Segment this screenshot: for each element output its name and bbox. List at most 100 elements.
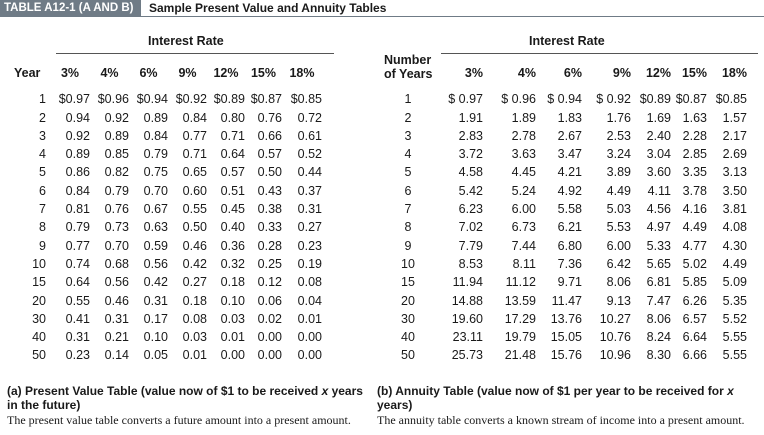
table-row: 40 23.11 19.79 15.05 10.76 8.24 6.64 5.55 (380, 328, 747, 346)
value-cell: 6.26 (682, 293, 707, 308)
table-row: 1 $0.97 $0.96 $0.94 $0.92 $0.89 $0.87 $0.85 (12, 90, 322, 108)
value-cell: 5.53 (606, 220, 631, 235)
value-cell: 0.76 (104, 202, 129, 217)
value-cell: 5.52 (722, 311, 747, 326)
pv-group-rule (56, 53, 334, 54)
table-row: 30 0.41 0.31 0.17 0.08 0.03 0.02 0.01 (12, 310, 322, 328)
value-cell: 6.21 (557, 220, 582, 235)
value-cell: 0.50 (182, 220, 207, 235)
row-label-cell: 20 (401, 293, 415, 308)
value-cell: 4.11 (647, 183, 671, 198)
value-cell: $0.87 (250, 92, 282, 107)
value-cell: 0.10 (220, 293, 245, 308)
value-cell: 7.79 (458, 238, 483, 253)
value-cell: 4.30 (722, 238, 747, 253)
value-cell: 0.61 (297, 128, 322, 143)
value-cell: $0.87 (675, 92, 707, 107)
value-cell: 0.84 (182, 110, 207, 125)
table-row: 15 11.94 11.12 9.71 8.06 6.81 5.85 5.09 (380, 273, 747, 291)
value-cell: $ 0.96 (501, 92, 536, 107)
table-row: 5 4.58 4.45 4.21 3.89 3.60 3.35 3.13 (380, 163, 747, 181)
value-cell: 7.44 (511, 238, 536, 253)
ann-caption: (b) Annuity Table (value now of $1 per y… (377, 384, 762, 427)
value-cell: 6.64 (682, 330, 707, 345)
value-cell: 3.47 (557, 147, 582, 162)
value-cell: 0.92 (104, 110, 129, 125)
value-cell: 23.11 (452, 330, 483, 345)
value-cell: 0.55 (182, 202, 207, 217)
row-label-cell: 4 (404, 147, 412, 162)
table-row: 8 0.79 0.73 0.63 0.50 0.40 0.33 0.27 (12, 218, 322, 236)
table-row: 50 25.73 21.48 15.76 10.96 8.30 6.66 5.55 (380, 346, 747, 364)
value-cell: 5.24 (511, 183, 536, 198)
row-label-cell: 2 (404, 110, 412, 125)
pv-rate-header: 18% (289, 66, 315, 80)
pv-rate-header: 4% (100, 66, 119, 80)
value-cell: 17.29 (504, 311, 536, 326)
ann-number-header: Number of Years (384, 53, 433, 81)
value-cell: 25.73 (451, 348, 483, 363)
value-cell: 5.02 (682, 256, 707, 271)
value-cell: 4.97 (646, 220, 671, 235)
value-cell: 8.11 (512, 256, 536, 271)
value-cell: 0.57 (257, 147, 282, 162)
value-cell: 4.49 (606, 183, 631, 198)
pv-rate-header: 12% (213, 66, 239, 80)
value-cell: 0.01 (220, 330, 245, 345)
row-label-cell: 5 (404, 165, 412, 180)
value-cell: 7.02 (458, 220, 483, 235)
ann-header-row: 3% 4% 6% 9% 12% 15% 18% (380, 64, 747, 82)
value-cell: 5.42 (458, 183, 483, 198)
table-row: 20 0.55 0.46 0.31 0.18 0.10 0.06 0.04 (12, 292, 322, 310)
row-label-cell: 4 (39, 147, 46, 162)
value-cell: 4.92 (557, 183, 582, 198)
value-cell: 19.79 (504, 330, 536, 345)
value-cell: 0.86 (65, 165, 90, 180)
value-cell: 4.58 (458, 165, 483, 180)
table-row: 6 5.42 5.24 4.92 4.49 4.11 3.78 3.50 (380, 182, 747, 200)
value-cell: 0.00 (297, 330, 322, 345)
value-cell: $0.94 (136, 92, 168, 107)
row-label-cell: 10 (401, 256, 415, 271)
row-label-cell: 10 (32, 256, 46, 271)
value-cell: 0.68 (104, 256, 129, 271)
table-header: TABLE A12-1 (A AND B) Sample Present Val… (0, 0, 764, 17)
pv-year-header: Year (14, 66, 41, 80)
table-row: 9 7.79 7.44 6.80 6.00 5.33 4.77 4.30 (380, 237, 747, 255)
table-row: 40 0.31 0.21 0.10 0.03 0.01 0.00 0.00 (12, 328, 322, 346)
table-row: 8 7.02 6.73 6.21 5.53 4.97 4.49 4.08 (380, 218, 747, 236)
value-cell: 0.46 (104, 293, 129, 308)
value-cell: 0.27 (297, 220, 322, 235)
value-cell: 0.60 (182, 183, 207, 198)
value-cell: 0.73 (104, 220, 129, 235)
value-cell: 0.89 (143, 110, 168, 125)
row-label-cell: 30 (401, 311, 415, 326)
value-cell: 0.52 (297, 147, 322, 162)
value-cell: 0.01 (182, 348, 207, 363)
value-cell: 2.78 (511, 128, 536, 143)
ann-caption-description: The annuity table converts a known strea… (377, 413, 745, 427)
ann-interest-rate-label: Interest Rate (529, 34, 605, 48)
value-cell: 6.57 (682, 311, 707, 326)
table-row: 4 0.89 0.85 0.79 0.71 0.64 0.57 0.52 (12, 145, 322, 163)
value-cell: 2.28 (682, 128, 707, 143)
header-rule (0, 16, 764, 17)
value-cell: 0.27 (182, 275, 207, 290)
row-label-cell: 50 (401, 348, 415, 363)
value-cell: 0.04 (297, 293, 322, 308)
value-cell: 5.55 (722, 348, 747, 363)
table-row: 4 3.72 3.63 3.47 3.24 3.04 2.85 2.69 (380, 145, 747, 163)
table-row: 6 0.84 0.79 0.70 0.60 0.51 0.43 0.37 (12, 182, 322, 200)
value-cell: 0.05 (143, 348, 168, 363)
value-cell: 13.76 (550, 311, 582, 326)
value-cell: 0.63 (143, 220, 168, 235)
value-cell: 5.65 (646, 256, 671, 271)
table-row: 50 0.23 0.14 0.05 0.01 0.00 0.00 0.00 (12, 346, 322, 364)
value-cell: 0.64 (65, 275, 90, 290)
value-cell: $ 0.97 (448, 92, 483, 107)
value-cell: 0.00 (297, 348, 322, 363)
value-cell: 5.35 (722, 293, 747, 308)
ann-rate-header: 3% (464, 66, 483, 80)
value-cell: 0.77 (65, 238, 90, 253)
value-cell: 0.80 (220, 110, 245, 125)
